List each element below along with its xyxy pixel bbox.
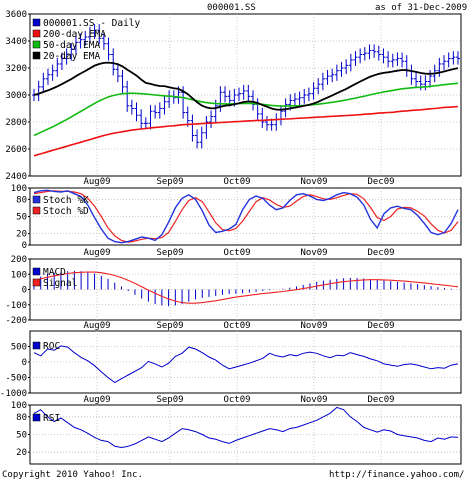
- legend-swatch: [32, 206, 41, 215]
- legend-entry: ROC: [43, 341, 60, 352]
- stoch-d-line: [33, 190, 459, 243]
- month-label: Aug09: [83, 177, 110, 187]
- month-label: Oct09: [223, 395, 250, 405]
- legend-entry: Stoch %D: [43, 206, 89, 217]
- ema20-line: [33, 61, 459, 111]
- month-label: Oct09: [223, 321, 250, 331]
- legend-entry: Stoch %K: [43, 195, 89, 206]
- y-tick-label: 100: [11, 270, 27, 280]
- legend-entry: 50-day EMA: [43, 40, 100, 51]
- y-tick-label: 80: [16, 413, 27, 423]
- legend-swatch: [32, 18, 41, 27]
- month-label: Nov09: [300, 177, 327, 187]
- month-label: Sep09: [156, 395, 183, 405]
- month-label: Dec09: [367, 248, 394, 258]
- month-label: Sep09: [156, 321, 183, 331]
- legend-swatch: [32, 267, 41, 276]
- month-label: Dec09: [367, 177, 394, 187]
- month-label: Aug09: [83, 395, 110, 405]
- legend-entry: 000001.SS - Daily: [43, 18, 141, 29]
- legend-swatch: [32, 195, 41, 204]
- series-layer: [32, 24, 460, 449]
- y-tick-label: 3000: [5, 91, 27, 101]
- y-tick-label: 3400: [5, 37, 27, 47]
- month-label: Oct09: [223, 248, 250, 258]
- ema200-line: [33, 105, 459, 157]
- month-label: Aug09: [83, 321, 110, 331]
- month-label: Dec09: [367, 321, 394, 331]
- month-label: Sep09: [156, 248, 183, 258]
- header-date: as of 31-Dec-2009: [375, 3, 467, 13]
- y-tick-label: 100: [11, 401, 27, 411]
- month-label: Oct09: [223, 177, 250, 187]
- month-label: Nov09: [300, 321, 327, 331]
- y-tick-label: 500: [11, 343, 27, 353]
- y-tick-label: 0: [22, 241, 27, 251]
- footer-copyright: Copyright 2010 Yahoo! Inc.: [2, 470, 143, 480]
- legend-swatch: [32, 29, 41, 38]
- month-label: Aug09: [83, 248, 110, 258]
- signal-line: [33, 271, 459, 304]
- y-tick-label: 50: [16, 213, 27, 223]
- y-tick-label: 2800: [5, 118, 27, 128]
- rsi-line: [33, 406, 459, 449]
- legend-entry: 20-day EMA: [43, 51, 100, 62]
- y-tick-label: 100: [11, 184, 27, 194]
- y-tick-label: 20: [16, 448, 27, 458]
- y-tick-label: 50: [16, 431, 27, 441]
- ema50-line: [33, 82, 459, 137]
- y-tick-label: -200: [5, 316, 27, 326]
- month-label: Sep09: [156, 177, 183, 187]
- legend-swatch: [32, 51, 41, 60]
- footer-url[interactable]: http://finance.yahoo.com/: [329, 470, 464, 480]
- y-tick-label: 2600: [5, 145, 27, 155]
- y-tick-label: 3600: [5, 10, 27, 20]
- month-label: Nov09: [300, 395, 327, 405]
- legend-swatch: [32, 278, 41, 287]
- y-tick-label: -1000: [0, 389, 27, 399]
- y-tick-label: 3200: [5, 64, 27, 74]
- legend-entry: Signal: [43, 278, 77, 289]
- axis-layer: Aug09 Sep09 Oct09 Nov09 Dec09 Aug09 Sep09 Oct09…: [0, 10, 395, 458]
- y-tick-label: 2400: [5, 172, 27, 182]
- y-tick-label: 0: [22, 358, 27, 368]
- y-tick-label: -100: [5, 301, 27, 311]
- y-tick-label: -500: [5, 374, 27, 384]
- header-symbol: 000001.SS: [207, 3, 256, 13]
- legend-swatch: [32, 40, 41, 49]
- month-label: Dec09: [367, 395, 394, 405]
- legend-entry: MACD: [43, 267, 66, 278]
- roc-line: [33, 345, 459, 384]
- month-label: Nov09: [300, 248, 327, 258]
- legend-entry: 200-day EMA: [43, 29, 106, 40]
- y-tick-label: 0: [22, 286, 27, 296]
- legend-entry: RSI: [43, 413, 60, 424]
- legend-swatch: [32, 413, 41, 422]
- legend-swatch: [32, 341, 41, 350]
- y-tick-label: 20: [16, 230, 27, 240]
- y-tick-label: 80: [16, 195, 27, 205]
- y-tick-label: 200: [11, 255, 27, 265]
- stoch-k-line: [33, 189, 459, 244]
